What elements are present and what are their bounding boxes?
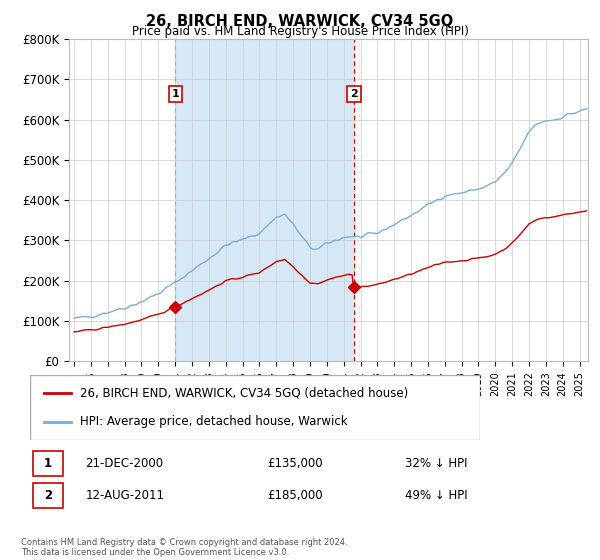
Text: £185,000: £185,000 bbox=[268, 489, 323, 502]
FancyBboxPatch shape bbox=[30, 375, 480, 440]
Text: HPI: Average price, detached house, Warwick: HPI: Average price, detached house, Warw… bbox=[79, 415, 347, 428]
Text: 1: 1 bbox=[44, 457, 52, 470]
Text: 26, BIRCH END, WARWICK, CV34 5GQ: 26, BIRCH END, WARWICK, CV34 5GQ bbox=[146, 14, 454, 29]
Text: Price paid vs. HM Land Registry's House Price Index (HPI): Price paid vs. HM Land Registry's House … bbox=[131, 25, 469, 38]
Text: £135,000: £135,000 bbox=[268, 457, 323, 470]
Text: 49% ↓ HPI: 49% ↓ HPI bbox=[406, 489, 468, 502]
Text: 2: 2 bbox=[44, 489, 52, 502]
Text: 26, BIRCH END, WARWICK, CV34 5GQ (detached house): 26, BIRCH END, WARWICK, CV34 5GQ (detach… bbox=[79, 387, 408, 400]
Text: 12-AUG-2011: 12-AUG-2011 bbox=[85, 489, 164, 502]
Text: 32% ↓ HPI: 32% ↓ HPI bbox=[406, 457, 468, 470]
Text: 1: 1 bbox=[171, 89, 179, 99]
Text: Contains HM Land Registry data © Crown copyright and database right 2024.
This d: Contains HM Land Registry data © Crown c… bbox=[21, 538, 347, 557]
Text: 2: 2 bbox=[350, 89, 358, 99]
FancyBboxPatch shape bbox=[33, 483, 63, 507]
FancyBboxPatch shape bbox=[33, 451, 63, 476]
Bar bbox=[175, 39, 354, 361]
Text: 21-DEC-2000: 21-DEC-2000 bbox=[85, 457, 163, 470]
